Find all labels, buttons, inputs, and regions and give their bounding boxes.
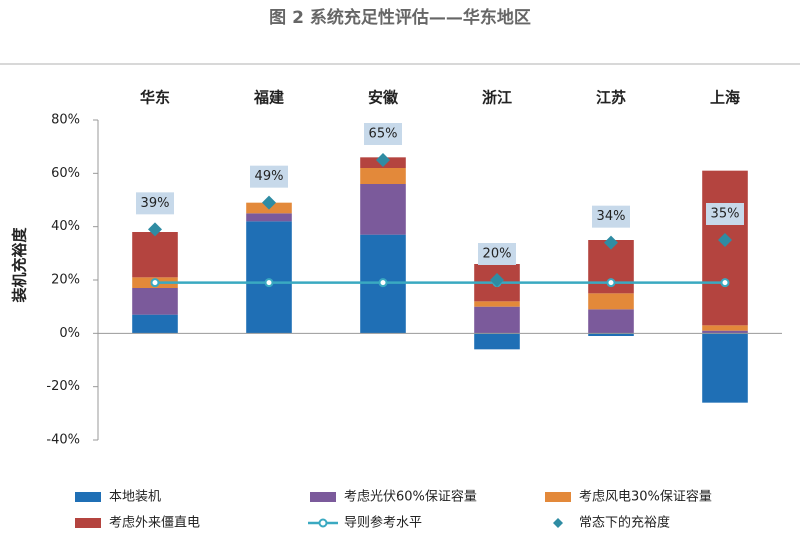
bar-segment [246,221,292,334]
bar-segment [474,301,520,307]
y-tick-label: 80% [51,113,80,128]
value-label: 34% [597,209,626,224]
reference-marker [378,278,388,288]
diamond-marker [376,153,390,167]
x-tick-label: 安徽 [368,89,399,107]
x-tick-label: 浙江 [482,89,512,107]
value-label-box [250,165,288,188]
legend-swatch [545,492,571,502]
value-label-box [478,243,516,265]
legend-label: 考虑外来僵直电 [109,516,200,531]
bar-segment [702,330,748,334]
legend-label: 考虑光伏60%保证容量 [344,489,477,505]
bar-segment [132,288,178,315]
bar-segment [702,170,748,326]
value-label-box [364,123,402,145]
diamond-marker [604,235,618,250]
legend-swatch [310,492,336,502]
bar-segment [588,309,634,334]
diamond-marker [718,233,732,247]
value-label-box [136,192,174,215]
value-label-box [592,205,630,228]
y-tick-label: 20% [51,273,80,288]
legend-swatch [75,518,101,528]
diamond-marker [262,195,276,210]
y-tick-label: -20% [46,379,80,394]
x-tick-label: 福建 [253,89,285,107]
x-tick-label: 华东 [140,89,170,107]
chart-title: 图 2 系统充足性评估——华东地区 [269,7,531,28]
legend-diamond [553,518,563,528]
x-tick-label: 上海 [710,89,740,107]
bar-segment [702,325,748,331]
reference-marker [720,278,730,288]
value-label: 35% [711,207,740,222]
value-label: 65% [369,127,398,142]
value-label: 49% [255,169,284,184]
legend-label: 本地装机 [109,490,161,505]
reference-marker [150,278,160,288]
y-tick-label: 0% [59,326,80,341]
bar-segment [474,306,520,334]
y-axis-label: 装机充裕度 [11,227,29,304]
bar-segment [360,168,406,184]
bar-segment [702,333,748,403]
legend-label: 考虑风电30%保证容量 [579,489,712,505]
bar-segment [360,184,406,235]
value-label: 20% [483,247,512,262]
reference-marker [264,278,274,288]
bar-segment [246,213,292,222]
legend-label: 导则参考水平 [344,515,422,531]
x-tick-label: 江苏 [596,89,626,107]
value-label: 39% [141,196,170,211]
y-tick-label: 40% [51,219,80,234]
diamond-marker [490,273,504,287]
bar-segment [132,314,178,334]
bar-segment [588,293,634,310]
legend-label: 常态下的充裕度 [579,515,670,531]
bar-segment [588,333,634,336]
bar-segment [474,333,520,350]
legend-swatch [75,492,101,502]
bar-segment [132,232,178,278]
y-tick-label: 60% [51,166,80,181]
legend-marker [318,518,328,528]
value-label-box [706,203,744,225]
y-tick-label: -40% [46,433,80,448]
reference-marker [606,278,616,288]
diamond-marker [148,222,162,237]
